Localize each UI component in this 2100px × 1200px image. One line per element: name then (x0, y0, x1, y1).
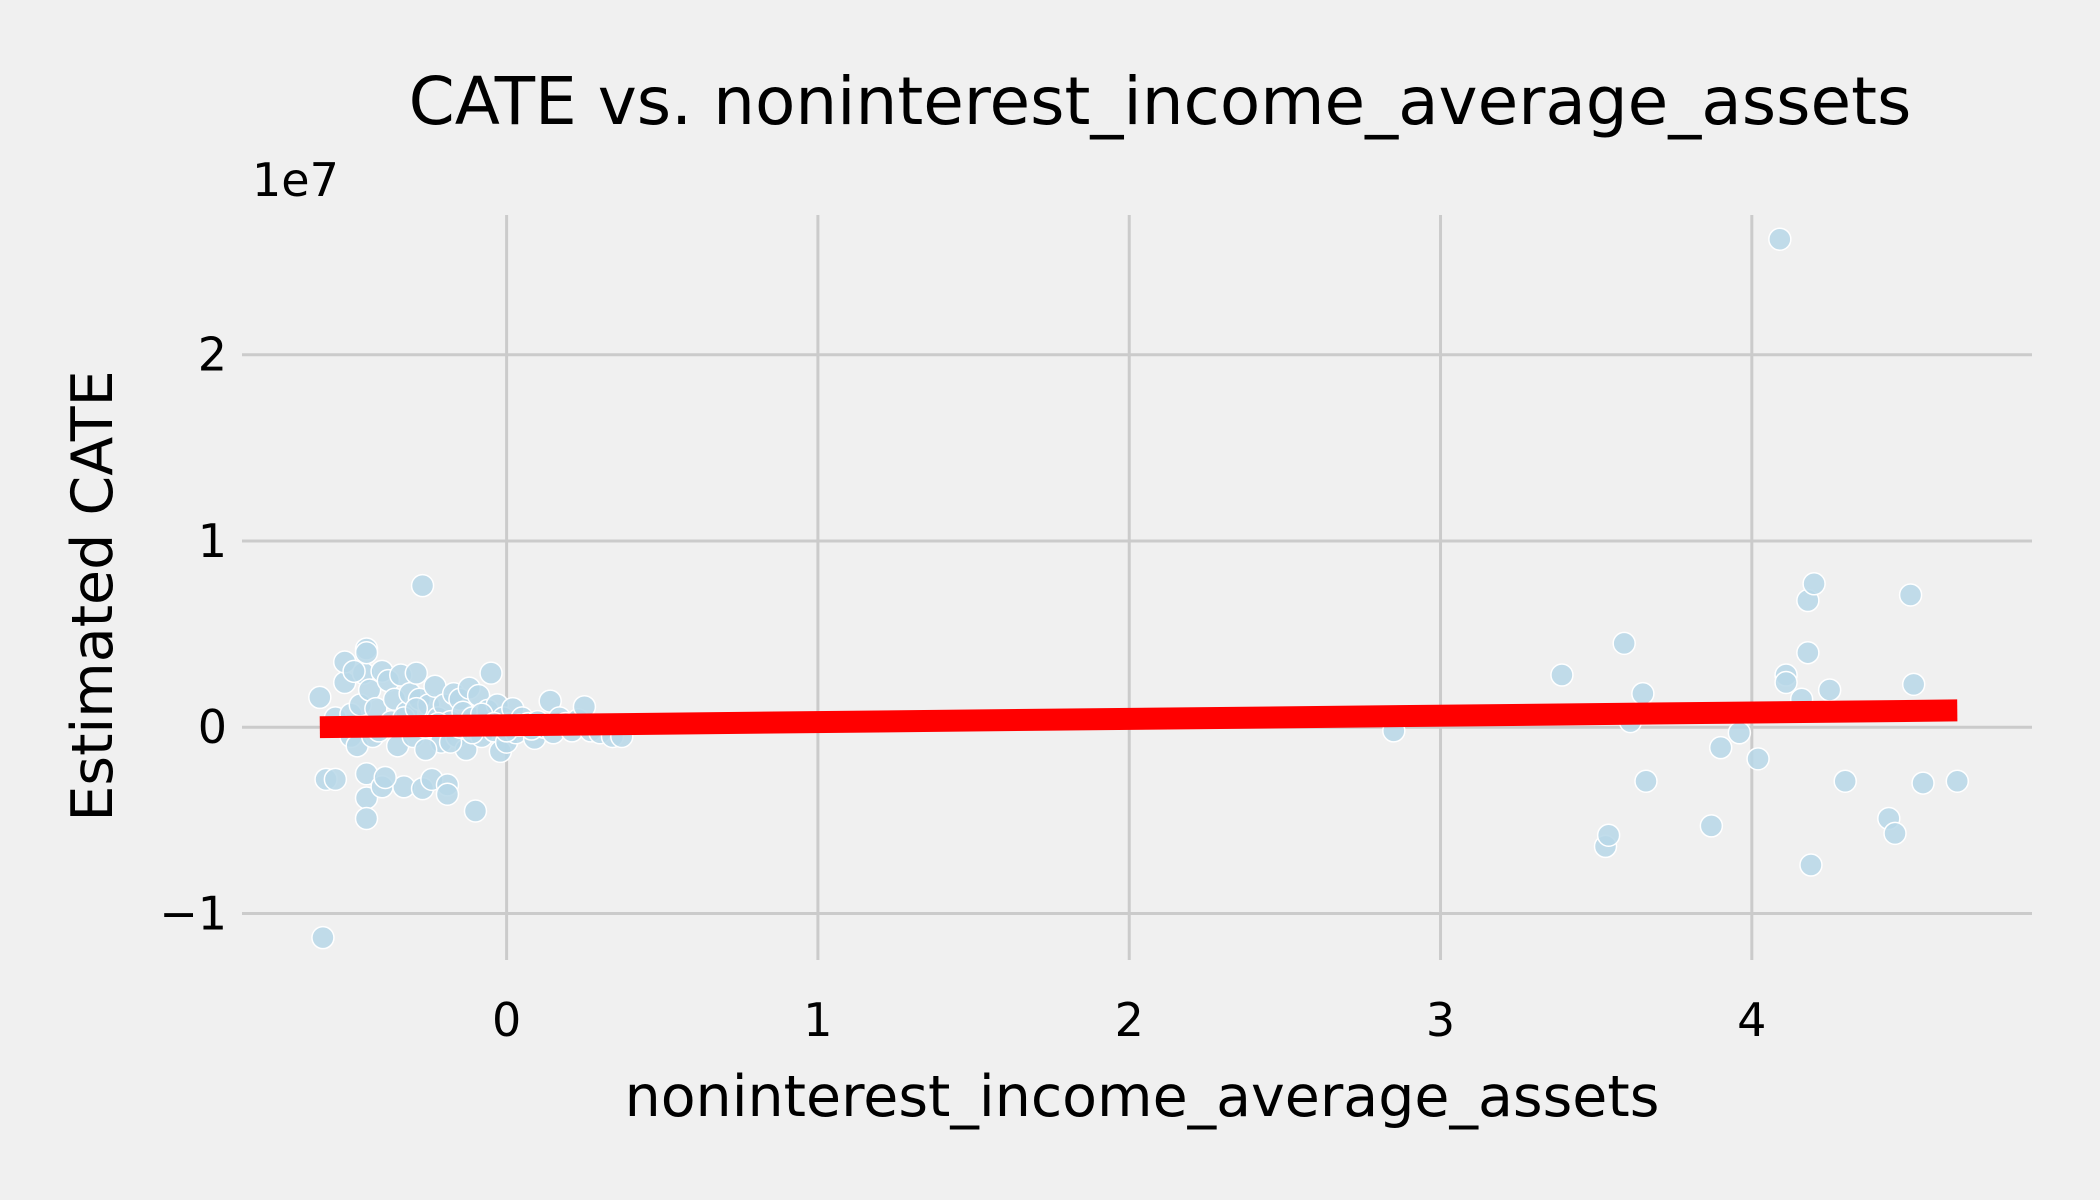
chart-title: CATE vs. noninterest_income_average_asse… (409, 63, 1912, 140)
data-point (1634, 769, 1658, 793)
grid (242, 215, 2032, 960)
data-point (1612, 631, 1636, 656)
data-point (1699, 814, 1724, 838)
x-tick-label: 0 (492, 993, 521, 1047)
data-point (354, 640, 379, 665)
x-tick-label: 4 (1737, 993, 1766, 1047)
data-point (1727, 721, 1752, 745)
x-tick-label: 3 (1426, 993, 1455, 1047)
data-point (373, 765, 397, 790)
data-point (404, 661, 429, 685)
data-point (308, 685, 332, 710)
trend-line (319, 699, 1958, 739)
y-axis-offset-label: 1e7 (252, 153, 339, 207)
data-point (1799, 853, 1823, 877)
data-point (354, 806, 379, 831)
y-tick-label: 2 (198, 328, 227, 382)
data-point (1901, 672, 1926, 697)
x-tick-label: 1 (803, 993, 832, 1047)
y-tick-label: 1 (198, 514, 227, 568)
y-tick-label: 0 (198, 700, 227, 754)
y-tick-label: −1 (159, 886, 227, 940)
data-point (413, 737, 438, 762)
x-axis-label: noninterest_income_average_assets (625, 1064, 1660, 1130)
data-point (1774, 670, 1798, 695)
y-axis-label: Estimated CATE (60, 370, 126, 821)
data-point (1631, 681, 1655, 706)
data-point (479, 661, 503, 685)
data-point (311, 925, 335, 950)
data-point (342, 659, 366, 684)
data-point (410, 573, 435, 598)
data-point (1817, 678, 1842, 702)
x-tick-label: 2 (1115, 993, 1144, 1047)
tick-labels: 0 1 2 3 4 −1 0 1 2 (159, 328, 1766, 1047)
data-point (463, 799, 488, 823)
data-point (435, 782, 460, 806)
data-point (1802, 572, 1826, 596)
data-point (1911, 771, 1935, 795)
data-point (1945, 769, 1970, 793)
data-point (1708, 735, 1733, 760)
data-point (1746, 747, 1770, 771)
data-point (323, 767, 348, 792)
data-point (1883, 821, 1907, 846)
data-point (1833, 769, 1857, 793)
data-point (1796, 640, 1820, 665)
data-point (1596, 823, 1621, 847)
data-point (1550, 663, 1574, 687)
trend-line-group (319, 699, 1958, 739)
data-point (1898, 583, 1923, 607)
data-points (308, 227, 1970, 950)
data-point (1768, 227, 1792, 251)
